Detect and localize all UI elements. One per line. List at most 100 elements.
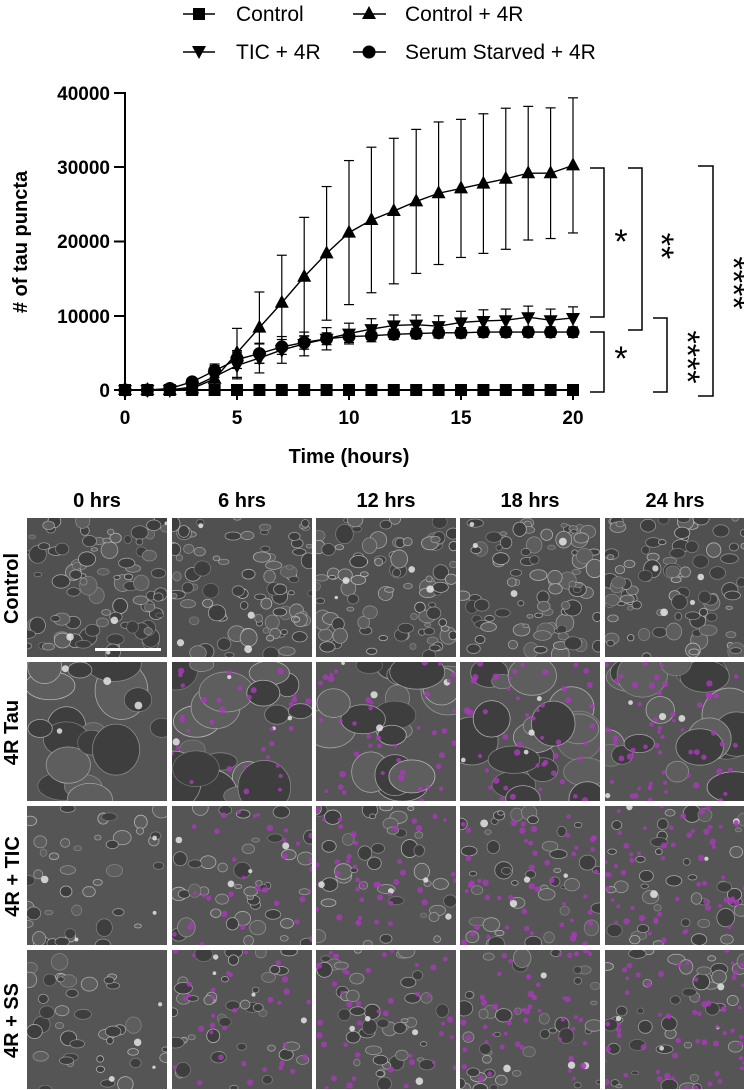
tau-puncta-dot [713,1040,719,1047]
tau-puncta-dot [707,1081,713,1087]
tau-puncta-dot [178,672,183,678]
significance-label: * [614,340,627,378]
y-tick-label: 0 [99,381,110,402]
tau-puncta-dot [528,864,535,871]
tau-puncta-dot [569,935,577,942]
tau-puncta-dot [605,1078,610,1086]
tau-puncta-dot [516,741,523,748]
micrograph-4r-tic-0hrs [27,806,167,945]
triangle-up-marker-icon [476,175,491,189]
significance-labels: * ** **** * **** [614,223,744,383]
circle-marker-icon [409,327,423,341]
tau-puncta-dot [464,889,469,894]
tau-puncta-dot [574,951,579,957]
tau-puncta-dot [685,961,690,966]
tau-puncta-dot [214,828,220,835]
tau-puncta-dot [653,674,660,681]
tau-puncta-dot [653,717,658,722]
tau-puncta-dot [571,1026,576,1031]
micrograph-4r-tau-18hrs [460,662,600,801]
tau-puncta-dot [269,740,275,747]
tau-puncta-dot [605,886,611,892]
tau-puncta-dot [623,842,630,849]
micrograph-4r-tic-6hrs [172,806,312,945]
square-marker-icon [432,384,445,396]
tau-puncta-dot [720,1006,727,1012]
significance-label: **** [714,257,744,310]
triangle-up-marker-icon [364,211,379,225]
tau-puncta-dot [582,950,590,954]
tau-puncta-dot [648,682,655,689]
tau-puncta-dot [346,853,352,860]
tau-puncta-dot [661,856,666,861]
tau-puncta-dot [254,885,261,892]
tau-puncta-dot [317,1019,324,1026]
legend-item-control-4r: Control + 4R [353,3,523,26]
tau-puncta-dot [451,740,456,746]
tau-puncta-dot [698,808,705,815]
tau-puncta-dot [467,882,474,889]
significance-label: **** [668,331,706,384]
tau-puncta-dot [565,832,571,838]
square-marker-icon [410,384,423,396]
tau-puncta-dot [701,1001,708,1008]
row-label: 4R Tau [0,662,26,802]
tau-puncta-dot [306,999,312,1005]
tau-puncta-dot [206,895,212,901]
tau-puncta-dot [172,1065,177,1070]
legend-item-tic-4r: TIC + 4R [183,41,321,64]
tau-puncta-dot [621,967,628,973]
tau-puncta-dot [232,1007,238,1013]
tau-puncta-dot [571,851,577,857]
tau-puncta-dot [648,781,653,786]
tau-puncta-dot [308,857,312,863]
tau-puncta-dot [738,1040,744,1046]
tau-puncta-dot [686,832,693,839]
tau-puncta-dot [552,752,559,759]
tau-puncta-dot [324,1086,329,1089]
tau-puncta-dot [375,735,382,741]
tau-puncta-dot [318,680,323,686]
tau-puncta-dot [357,915,363,921]
triangle-up-marker-icon [521,165,536,179]
tau-puncta-dot [377,743,382,749]
tau-puncta-dot [294,919,300,925]
tau-puncta-dot [292,693,297,698]
micrograph-control-24hrs [605,518,744,657]
tau-puncta-dot [587,951,593,957]
triangle-down-marker-icon [498,315,513,329]
legend-label: Serum Starved + 4R [405,41,596,64]
tau-puncta-dot [658,970,665,977]
tau-puncta-dot [637,786,641,791]
tau-puncta-dot [537,1008,542,1013]
tau-puncta-dot [508,676,513,681]
tau-puncta-dot [337,817,342,822]
tau-puncta-dot [393,879,400,886]
tau-puncta-dot [520,662,525,668]
tau-puncta-dot [613,740,618,745]
tau-puncta-dot [365,697,372,704]
square-marker-icon [365,384,378,396]
tau-puncta-dot [460,821,466,827]
tau-puncta-dot [589,703,595,709]
tau-puncta-dot [501,952,508,959]
tau-puncta-dot [572,1076,576,1081]
tau-puncta-dot [564,996,571,1003]
tau-puncta-dot [573,662,579,668]
square-marker-icon [163,384,176,396]
tau-puncta-dot [189,780,194,785]
tau-puncta-dot [683,1085,690,1089]
tau-puncta-dot [424,691,431,698]
tau-puncta-dot [693,782,700,789]
tau-puncta-dot [646,982,652,988]
tau-puncta-dot [623,918,630,925]
tau-puncta-dot [327,675,335,683]
tau-puncta-dot [187,924,194,931]
tau-puncta-dot [583,894,588,899]
tau-puncta-dot [350,831,357,838]
tau-puncta-dot [525,713,530,718]
tau-puncta-dot [532,850,538,857]
square-marker-icon [231,384,243,396]
tau-puncta-dot [239,924,246,930]
square-marker-icon [477,384,490,396]
